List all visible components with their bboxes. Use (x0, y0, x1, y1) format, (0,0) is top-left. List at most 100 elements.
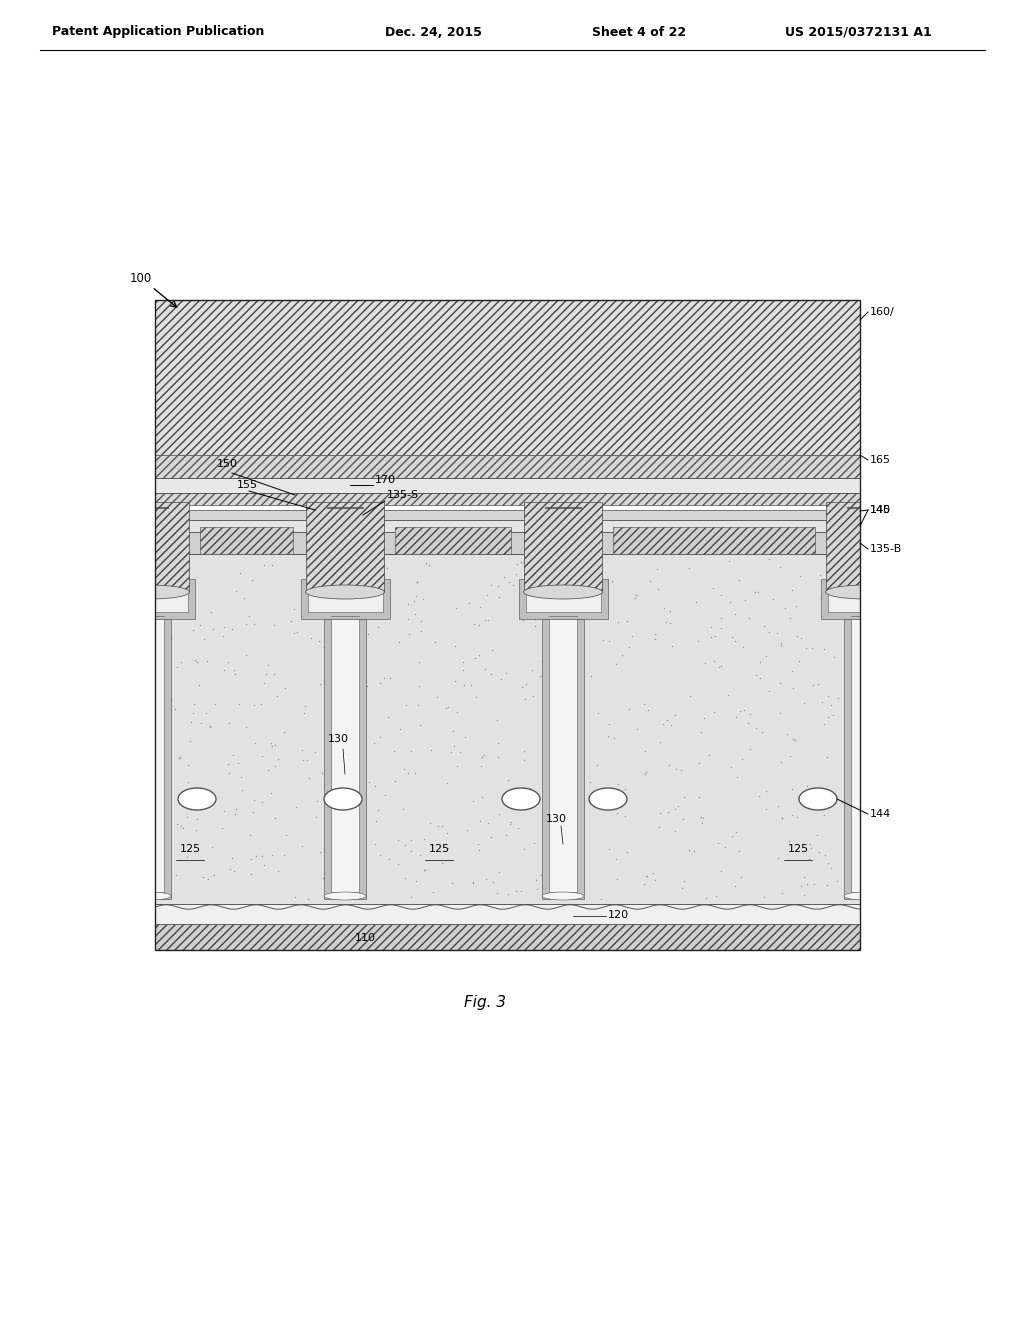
Bar (105, 579, 195, 619)
Point (157, 758, 173, 779)
Point (640, 700, 656, 721)
Ellipse shape (178, 788, 216, 810)
Point (636, 874, 652, 895)
Point (254, 744, 270, 766)
Bar (111, 502, 189, 591)
Point (380, 706, 396, 727)
Bar (612, 527, 815, 554)
Point (455, 652, 471, 673)
Point (842, 693, 858, 714)
Point (710, 833, 726, 854)
Point (571, 764, 588, 785)
Point (616, 805, 633, 826)
Point (247, 733, 263, 754)
Point (711, 656, 727, 677)
Point (233, 766, 250, 787)
Point (706, 577, 722, 598)
Point (296, 702, 312, 723)
Point (266, 614, 283, 635)
Bar (523, 502, 602, 591)
Point (173, 814, 189, 836)
Point (413, 620, 429, 642)
Point (407, 603, 423, 624)
Point (686, 840, 702, 861)
Point (500, 883, 516, 904)
Point (668, 758, 684, 779)
Point (294, 577, 310, 598)
Point (822, 694, 839, 715)
Point (797, 884, 813, 906)
Point (660, 801, 677, 822)
Point (790, 626, 806, 647)
Point (444, 721, 461, 742)
Point (829, 688, 846, 709)
Point (739, 713, 756, 734)
Point (283, 610, 299, 631)
Point (599, 725, 615, 746)
Point (315, 867, 332, 888)
Point (390, 854, 407, 875)
Point (781, 607, 798, 628)
Point (557, 698, 573, 719)
Point (286, 622, 302, 643)
Point (600, 792, 616, 813)
Point (654, 713, 671, 734)
Point (772, 557, 788, 578)
Point (326, 747, 342, 768)
Point (323, 799, 339, 820)
Point (450, 701, 466, 722)
Point (263, 733, 280, 754)
Point (571, 578, 588, 599)
Point (594, 605, 610, 626)
Point (449, 755, 465, 776)
Point (366, 733, 382, 754)
Point (759, 780, 775, 801)
Point (410, 694, 426, 715)
Bar (113, 579, 187, 612)
Point (153, 826, 169, 847)
Bar (394, 527, 511, 554)
Point (416, 828, 432, 849)
Point (228, 799, 245, 820)
Point (427, 631, 443, 652)
Point (216, 801, 232, 822)
Point (188, 808, 205, 829)
Point (492, 804, 508, 825)
Point (706, 651, 722, 672)
Point (368, 810, 384, 832)
Point (386, 741, 402, 762)
Point (471, 614, 487, 635)
Point (793, 565, 809, 586)
Point (319, 610, 336, 631)
Point (382, 668, 398, 689)
Point (236, 587, 252, 609)
Point (568, 715, 585, 737)
Point (587, 793, 603, 814)
Point (505, 574, 521, 595)
Point (311, 631, 328, 652)
Point (329, 558, 345, 579)
Point (416, 859, 432, 880)
Point (156, 659, 172, 680)
Point (372, 845, 388, 866)
Text: 165: 165 (870, 455, 891, 465)
Point (558, 751, 574, 772)
Point (761, 549, 777, 570)
Point (471, 644, 487, 665)
Point (629, 718, 645, 739)
Point (522, 777, 539, 799)
Point (356, 701, 373, 722)
Point (695, 708, 712, 729)
Point (803, 837, 819, 858)
Point (512, 550, 528, 572)
Point (616, 779, 633, 800)
Point (390, 631, 407, 652)
Point (509, 554, 525, 576)
Point (317, 735, 334, 756)
Point (723, 756, 739, 777)
Point (551, 639, 567, 660)
Point (777, 597, 794, 618)
Point (809, 825, 825, 846)
Point (714, 585, 730, 606)
Point (729, 766, 745, 787)
